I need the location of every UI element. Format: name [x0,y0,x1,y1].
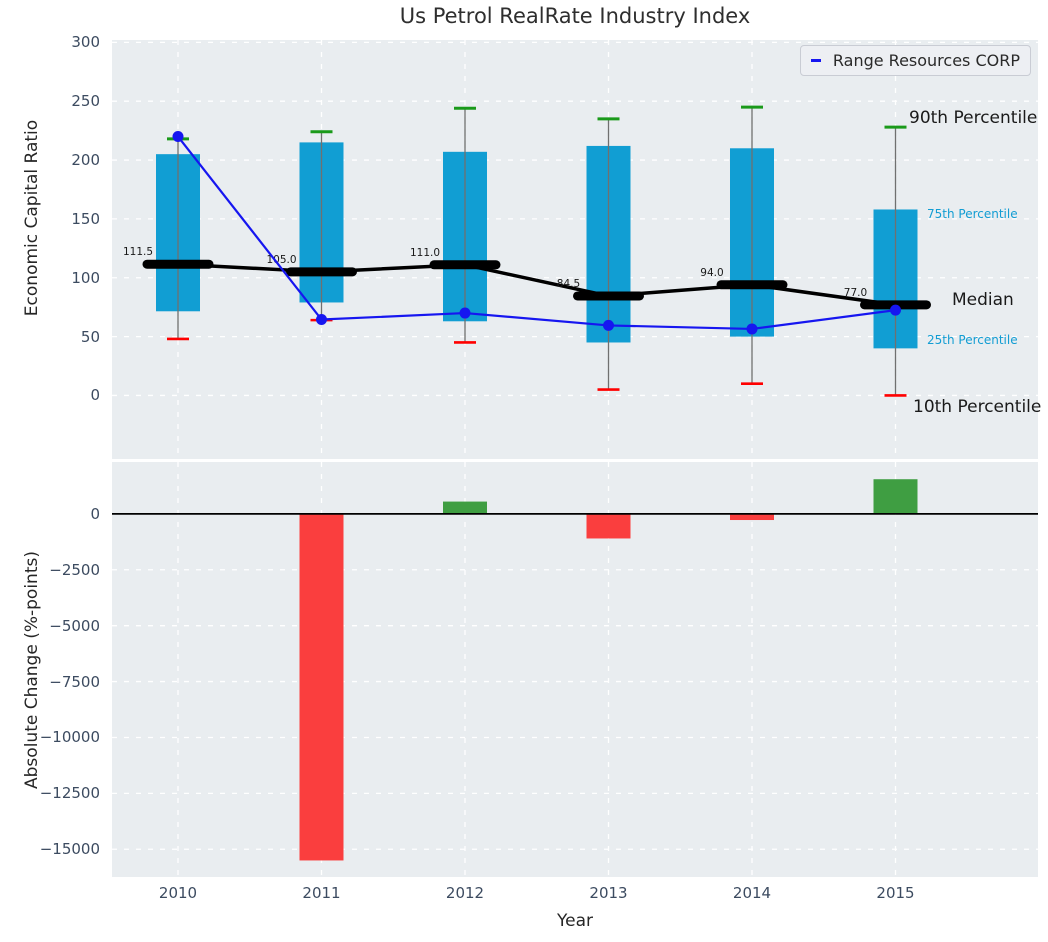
median-line [177,262,896,307]
company-line [177,135,896,331]
annotation-10th-percentile: 10th Percentile [913,397,1042,417]
x-axis-label: Year [557,911,593,931]
percentile-column-2015 [873,125,918,397]
median-value-label: 77.0 [844,287,867,299]
bottom-y-tick-label: −5000 [49,616,100,635]
bottom-y-axis-label: Absolute Change (%-points) [22,551,42,789]
median-value-label: 105.0 [266,254,296,266]
legend-company-label: Range Resources CORP [832,51,1020,70]
bottom-y-tick-label: −2500 [49,560,100,579]
legend: Range Resources CORP [800,45,1031,76]
percentile-column-2013 [586,117,631,391]
top-y-tick-label: 200 [71,151,100,170]
x-tick-label: 2012 [445,884,485,902]
bottom-y-tick-label: −12500 [39,784,100,803]
top-y-tick-label: 50 [80,327,100,346]
median-value-label: 94.0 [700,267,723,279]
bottom-y-tick-label: −7500 [49,672,100,691]
top-y-tick-label: 300 [71,33,100,52]
company-point [890,304,901,316]
company-point [603,319,614,331]
change-bar-2014 [730,513,774,521]
company-point [459,307,471,319]
top-y-tick-label: 150 [71,209,100,228]
median-value-label: 84.5 [557,278,580,290]
chart-title: Us Petrol RealRate Industry Index [399,4,751,28]
annotation-75th-percentile: 75th Percentile [927,207,1018,221]
company-point [316,314,327,326]
top-y-tick-label: 250 [71,92,100,111]
legend-company-line-swatch [811,59,821,62]
bottom-axes-change-bars [112,462,1038,877]
change-bar-2013 [586,513,631,539]
top-chart-canvas: 111.5 105.0 111.0 84.5 94.0 77.0 [112,40,1038,459]
top-axes-percentile-chart: 111.5 105.0 111.0 84.5 94.0 77.0 [112,40,1038,459]
bottom-y-tick-label: −10000 [39,728,100,747]
x-tick-label: 2011 [302,884,341,902]
company-point [172,131,184,143]
top-y-tick-label: 100 [71,268,100,287]
x-tick-label: 2010 [158,884,198,902]
x-tick-label: 2014 [732,884,772,902]
x-tick-label: 2013 [589,884,628,902]
bottom-y-tick-label: 0 [90,504,100,523]
median-value-label: 111.5 [123,246,153,258]
percentile-column-2010 [156,137,200,341]
annotation-median: Median [952,290,1014,310]
x-tick-label: 2015 [876,884,915,902]
bottom-chart-canvas [112,462,1038,877]
median-value-label: 111.0 [410,247,440,259]
percentile-column-2012 [443,106,487,344]
annotation-90th-percentile: 90th Percentile [909,108,1038,128]
change-bar-2011 [299,513,344,861]
bottom-y-tick-label: −15000 [39,840,100,859]
company-point [746,323,758,335]
percentile-column-2014 [730,105,774,385]
percentile-column-2011 [299,130,344,322]
change-bar-2012 [443,501,487,514]
top-y-tick-label: 0 [90,386,100,405]
change-bar-2015 [873,479,918,514]
annotation-25th-percentile: 25th Percentile [927,333,1018,347]
